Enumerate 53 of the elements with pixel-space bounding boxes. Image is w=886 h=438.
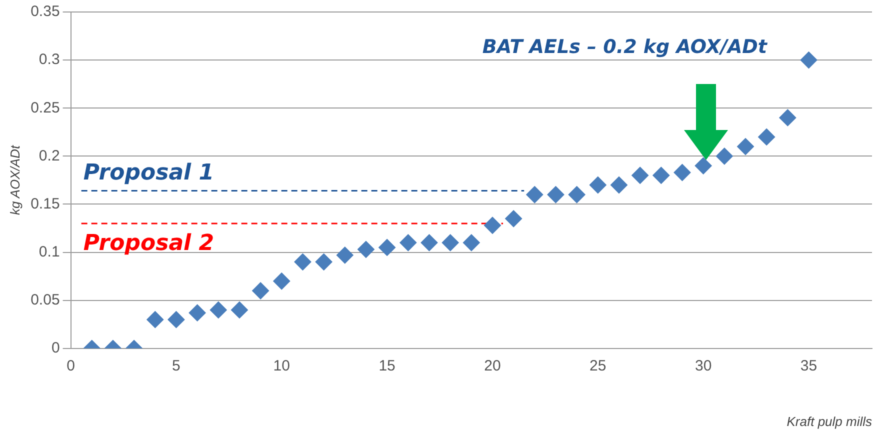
- series-label: Proposal 2: [83, 231, 214, 256]
- y-tick-label: 0.35: [30, 3, 60, 20]
- point: [716, 148, 733, 165]
- y-tick-label: 0.05: [30, 291, 60, 308]
- y-tick-label: 0: [51, 340, 60, 357]
- point: [484, 216, 501, 234]
- point: [230, 301, 248, 318]
- x-tick-label: 10: [273, 358, 290, 375]
- point: [357, 240, 374, 258]
- point: [779, 109, 796, 126]
- annotation: BAT AELs – 0.2 kg AOX/ADt: [482, 36, 768, 58]
- y-tick-label: 0.15: [30, 195, 60, 212]
- point: [800, 52, 818, 69]
- point: [146, 311, 164, 328]
- point: [273, 272, 290, 290]
- point: [674, 164, 691, 182]
- point: [694, 157, 712, 174]
- point: [442, 234, 459, 252]
- x-tick-label: 20: [484, 358, 501, 375]
- point: [758, 128, 776, 146]
- x-axis-title: Kraft pulp mills: [786, 414, 872, 429]
- point: [378, 238, 396, 256]
- point: [315, 253, 332, 270]
- point: [736, 138, 754, 156]
- x-tick-label: 15: [378, 358, 396, 375]
- point: [336, 246, 354, 264]
- x-tick-label: 5: [172, 358, 180, 375]
- point: [547, 186, 564, 204]
- x-tick-label: 30: [694, 358, 712, 375]
- y-axis-title: kg AOX/ADt: [7, 144, 22, 216]
- point: [462, 234, 480, 252]
- y-tick-label: 0.1: [38, 243, 60, 260]
- x-tick-label: 0: [66, 358, 75, 375]
- x-tick-label: 25: [590, 358, 606, 375]
- x-tick-label: 35: [800, 358, 818, 375]
- point: [252, 282, 270, 300]
- point: [632, 166, 649, 184]
- point: [568, 186, 586, 204]
- y-tick-label: 0.3: [38, 51, 60, 68]
- y-tick-label: 0.2: [38, 147, 60, 164]
- point: [610, 176, 628, 194]
- point: [210, 301, 227, 318]
- point: [294, 253, 312, 270]
- point: [526, 186, 544, 204]
- point: [652, 166, 670, 184]
- point: [589, 176, 606, 194]
- point: [400, 234, 417, 252]
- point: [420, 234, 438, 252]
- point: [505, 210, 522, 228]
- series-label: Proposal 1: [83, 160, 214, 186]
- point: [188, 304, 206, 322]
- y-tick-label: 0.25: [30, 99, 60, 116]
- point: [168, 311, 185, 328]
